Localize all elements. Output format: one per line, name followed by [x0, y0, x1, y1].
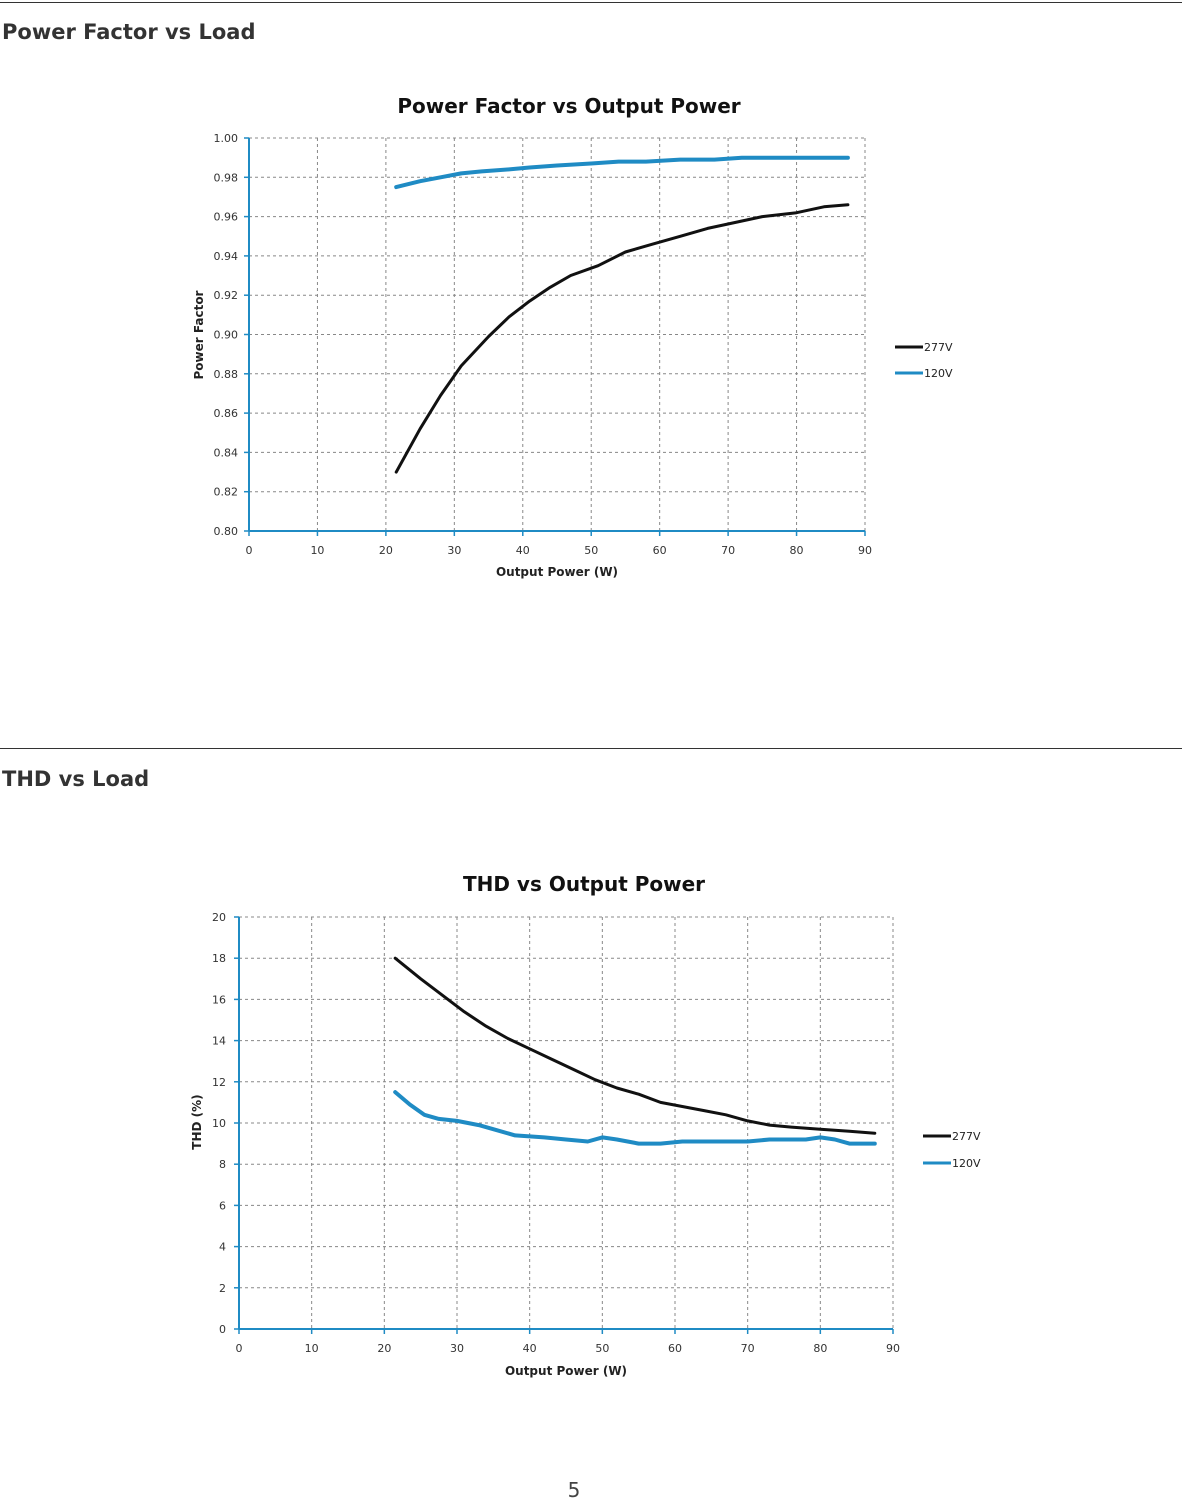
page-number: 5: [567, 1478, 581, 1502]
legend-label-120v: 120V: [952, 1157, 981, 1170]
legend-label-277v: 277V: [924, 341, 953, 354]
x-tick-label: 60: [653, 544, 667, 557]
y-tick-label: 0.98: [214, 171, 239, 184]
x-tick-label: 10: [310, 544, 324, 557]
x-tick-label: 80: [790, 544, 804, 557]
top-divider: [0, 2, 1182, 3]
y-tick-label: 0: [219, 1323, 226, 1336]
section-title-thd: THD vs Load: [2, 767, 150, 791]
x-axis-label: Output Power (W): [505, 1364, 627, 1378]
y-tick-label: 2: [219, 1282, 226, 1295]
y-tick-label: 14: [212, 1035, 226, 1048]
x-tick-label: 70: [721, 544, 735, 557]
y-tick-label: 8: [219, 1158, 226, 1171]
power-factor-chart: 0 10 20 30 40 50 60 70 80 90 1.00 0.98 0.96 0.94 0.92 0…: [192, 94, 953, 579]
chart-title: Power Factor vs Output Power: [397, 94, 740, 118]
x-tick-label: 20: [379, 544, 393, 557]
x-tick-label: 90: [858, 544, 872, 557]
x-tick-label: 60: [668, 1342, 682, 1355]
y-tick-label: 18: [212, 952, 226, 965]
y-tick-label: 0.96: [214, 211, 239, 224]
y-tick-label: 20: [212, 911, 226, 924]
y-tick-label: 4: [219, 1241, 226, 1254]
series-line-120v: [394, 155, 850, 190]
x-tick-label: 40: [516, 544, 530, 557]
x-tick-label: 0: [246, 544, 253, 557]
legend-label-120v: 120V: [924, 367, 953, 380]
x-tick-label: 0: [236, 1342, 243, 1355]
y-tick-label: 0.80: [214, 525, 239, 538]
x-tick-label: 40: [523, 1342, 537, 1355]
y-tick-label: 12: [212, 1076, 226, 1089]
series-line-120v: [393, 1090, 877, 1146]
y-tick-label: 16: [212, 993, 226, 1006]
y-tick-label: 0.84: [214, 446, 239, 459]
x-tick-label: 30: [450, 1342, 464, 1355]
x-tick-label: 50: [595, 1342, 609, 1355]
y-axis-label: Power Factor: [192, 290, 206, 379]
x-tick-label: 90: [886, 1342, 900, 1355]
x-tick-label: 50: [584, 544, 598, 557]
middle-divider: [0, 748, 1182, 749]
y-tick-label: 0.88: [214, 368, 239, 381]
series-line-277v: [394, 203, 850, 474]
y-axis-label: THD (%): [190, 1094, 204, 1149]
section-title-power-factor: Power Factor vs Load: [2, 20, 256, 44]
y-tick-label: 6: [219, 1199, 226, 1212]
x-tick-label: 30: [447, 544, 461, 557]
y-tick-label: 0.90: [214, 329, 239, 342]
x-tick-label: 70: [741, 1342, 755, 1355]
y-tick-label: 0.86: [214, 407, 239, 420]
series-line-277v: [393, 956, 877, 1135]
legend-label-277v: 277V: [952, 1130, 981, 1143]
x-axis-label: Output Power (W): [496, 565, 618, 579]
x-tick-label: 10: [305, 1342, 319, 1355]
y-tick-label: 10: [212, 1117, 226, 1130]
y-tick-label: 0.94: [214, 250, 239, 263]
y-tick-label: 0.92: [214, 289, 239, 302]
chart-title: THD vs Output Power: [463, 872, 705, 896]
x-tick-label: 20: [377, 1342, 391, 1355]
x-tick-label: 80: [813, 1342, 827, 1355]
y-tick-label: 1.00: [214, 132, 239, 145]
thd-chart: 0 10 20 30 40 50 60 70 80 9020181614121086420THD …: [190, 872, 981, 1378]
y-tick-label: 0.82: [214, 486, 239, 499]
